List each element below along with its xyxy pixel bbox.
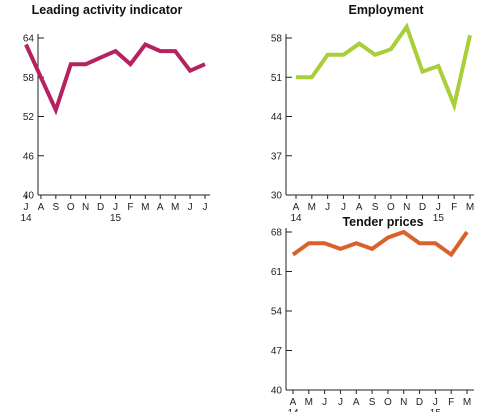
y-tick-label: 52 [23,112,35,123]
x-tick-label: O [384,397,392,408]
y-tick-label: 46 [23,151,35,162]
y-tick-label: 37 [271,151,283,162]
x-tick-label: N [400,397,407,408]
x-tick-label: A [38,202,45,213]
x-year-label: 15 [430,408,442,412]
x-tick-label: F [127,202,133,213]
series-line [296,22,472,113]
y-tick-label: 61 [271,267,283,278]
x-tick-label: F [448,397,454,408]
x-tick-label: J [322,397,327,408]
y-tick-label: 64 [23,34,35,45]
x-year-label: 15 [433,213,445,224]
x-tick-label: S [369,397,376,408]
x-tick-label: M [466,202,474,213]
x-year-label: 15 [110,213,122,224]
y-tick-label: 40 [271,386,283,397]
x-tick-label: J [203,202,208,213]
chart-title: Tender prices [342,215,423,229]
x-tick-label: J [436,202,441,213]
series-line [291,229,469,258]
y-tick-label: 40 [23,191,35,202]
x-year-label: 14 [290,213,302,224]
y-tick-label: 30 [271,191,283,202]
y-tick-label: 58 [23,73,35,84]
x-tick-label: N [403,202,410,213]
x-tick-label: J [325,202,330,213]
x-tick-label: D [97,202,104,213]
x-tick-label: A [356,202,363,213]
x-tick-label: M [308,202,316,213]
x-tick-label: J [338,397,343,408]
x-tick-label: S [372,202,379,213]
x-tick-label: A [353,397,360,408]
y-tick-label: 51 [271,73,283,84]
y-tick-label: 54 [271,307,283,318]
x-tick-label: J [113,202,118,213]
chart-title: Leading activity indicator [32,3,183,17]
x-tick-label: A [293,202,300,213]
chart-panel-3: Tender prices4047546168AMJJASONDJFM1415 [271,215,474,412]
y-tick-label: 47 [271,346,283,357]
series-line [24,42,206,116]
x-tick-label: M [171,202,179,213]
chart-title: Employment [348,3,424,17]
x-tick-label: O [387,202,395,213]
x-tick-label: N [82,202,89,213]
x-year-label: 14 [287,408,299,412]
y-tick-label: 44 [271,112,283,123]
x-tick-label: J [188,202,193,213]
y-tick-label: 58 [271,34,283,45]
x-tick-label: S [52,202,59,213]
y-tick-label: 68 [271,228,283,239]
x-tick-label: D [419,202,426,213]
x-tick-label: J [24,202,29,213]
x-year-label: 14 [20,213,32,224]
x-tick-label: M [463,397,471,408]
x-tick-label: M [141,202,149,213]
x-tick-label: J [341,202,346,213]
x-tick-label: F [451,202,457,213]
x-tick-label: D [416,397,423,408]
x-tick-label: M [305,397,313,408]
x-tick-label: O [67,202,75,213]
x-tick-label: A [290,397,297,408]
x-tick-label: J [433,397,438,408]
x-tick-label: A [157,202,164,213]
